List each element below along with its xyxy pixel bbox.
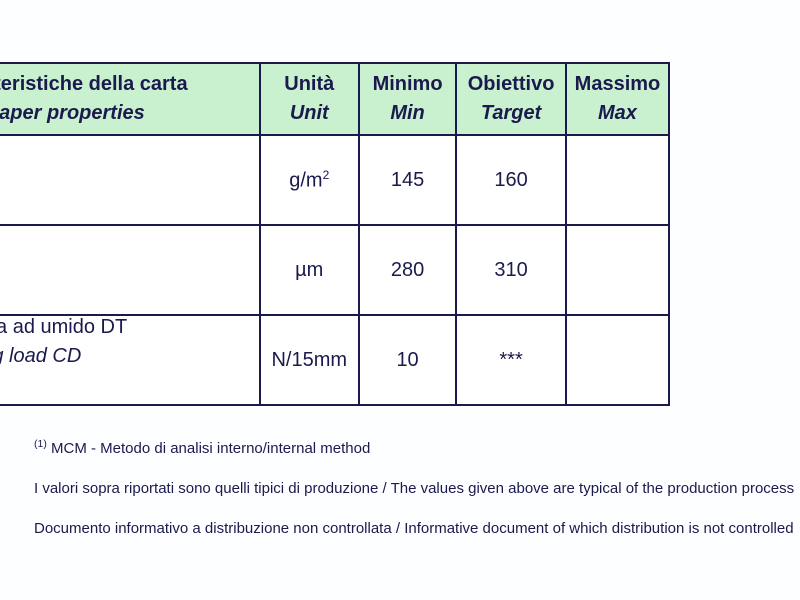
table-row: µm 280 310: [0, 225, 669, 315]
header-min-en: Min: [390, 101, 424, 126]
paper-spec-table: Caratteristiche della carta Paper proper…: [0, 62, 670, 406]
footnote-3-text: Documento informativo a distribuzione no…: [34, 520, 794, 537]
header-row: Caratteristiche della carta Paper proper…: [0, 63, 669, 135]
header-unit-en: Unit: [290, 101, 329, 126]
table-row: Carico rottura ad umido DT Wet breaking l…: [0, 315, 669, 405]
footnote-2: I valori sopra riportati sono quelli tip…: [34, 480, 800, 498]
header-max-en: Max: [598, 101, 637, 126]
footnote-2-text: I valori sopra riportati sono quelli tip…: [34, 480, 794, 497]
cell-min: 280: [359, 225, 456, 315]
unit-value: µm: [295, 259, 323, 282]
header-target-en: Target: [481, 101, 541, 126]
header-max: Massimo Max: [566, 63, 669, 135]
min-value: 10: [396, 349, 418, 372]
prop-it: Carico rottura ad umido DT: [0, 316, 127, 339]
header-unit: Unità Unit: [260, 63, 359, 135]
cell-prop: [0, 135, 260, 225]
target-value: 310: [494, 259, 527, 282]
header-target: Obiettivo Target: [456, 63, 566, 135]
cell-max: [566, 135, 669, 225]
footnote-1-text: MCM - Metodo di analisi interno/internal…: [51, 440, 370, 457]
cell-min: 10: [359, 315, 456, 405]
cell-unit: g/m2: [260, 135, 359, 225]
footnotes: (1) MCM - Metodo di analisi interno/inte…: [34, 438, 800, 560]
footnote-1: (1) MCM - Metodo di analisi interno/inte…: [34, 438, 800, 458]
min-value: 145: [391, 169, 424, 192]
header-properties: Caratteristiche della carta Paper proper…: [0, 63, 260, 135]
cell-unit: N/15mm: [260, 315, 359, 405]
cell-unit: µm: [260, 225, 359, 315]
footnote-1-marker: (1): [34, 438, 47, 450]
cell-min: 145: [359, 135, 456, 225]
cell-max: [566, 315, 669, 405]
header-target-it: Obiettivo: [468, 72, 555, 97]
footnote-3: Documento informativo a distribuzione no…: [34, 520, 800, 538]
table-row: g/m2 145 160: [0, 135, 669, 225]
prop-en: Wet breaking load CD: [0, 345, 81, 368]
header-unit-it: Unità: [284, 72, 334, 97]
cell-target: 160: [456, 135, 566, 225]
unit-value: g/m2: [289, 168, 329, 193]
min-value: 280: [391, 259, 424, 282]
cell-target: 310: [456, 225, 566, 315]
header-min-it: Minimo: [373, 72, 443, 97]
header-max-it: Massimo: [575, 72, 661, 97]
target-value: ***: [499, 349, 522, 372]
header-properties-en: Paper properties: [0, 101, 145, 126]
header-min: Minimo Min: [359, 63, 456, 135]
cell-max: [566, 225, 669, 315]
unit-value: N/15mm: [271, 349, 347, 372]
cell-prop: Carico rottura ad umido DT Wet breaking l…: [0, 315, 260, 405]
table-body: g/m2 145 160 µm 280 310 Carico rottura a…: [0, 135, 669, 405]
target-value: 160: [494, 169, 527, 192]
header-properties-it: Caratteristiche della carta: [0, 72, 188, 97]
cell-prop: [0, 225, 260, 315]
cell-target: ***: [456, 315, 566, 405]
